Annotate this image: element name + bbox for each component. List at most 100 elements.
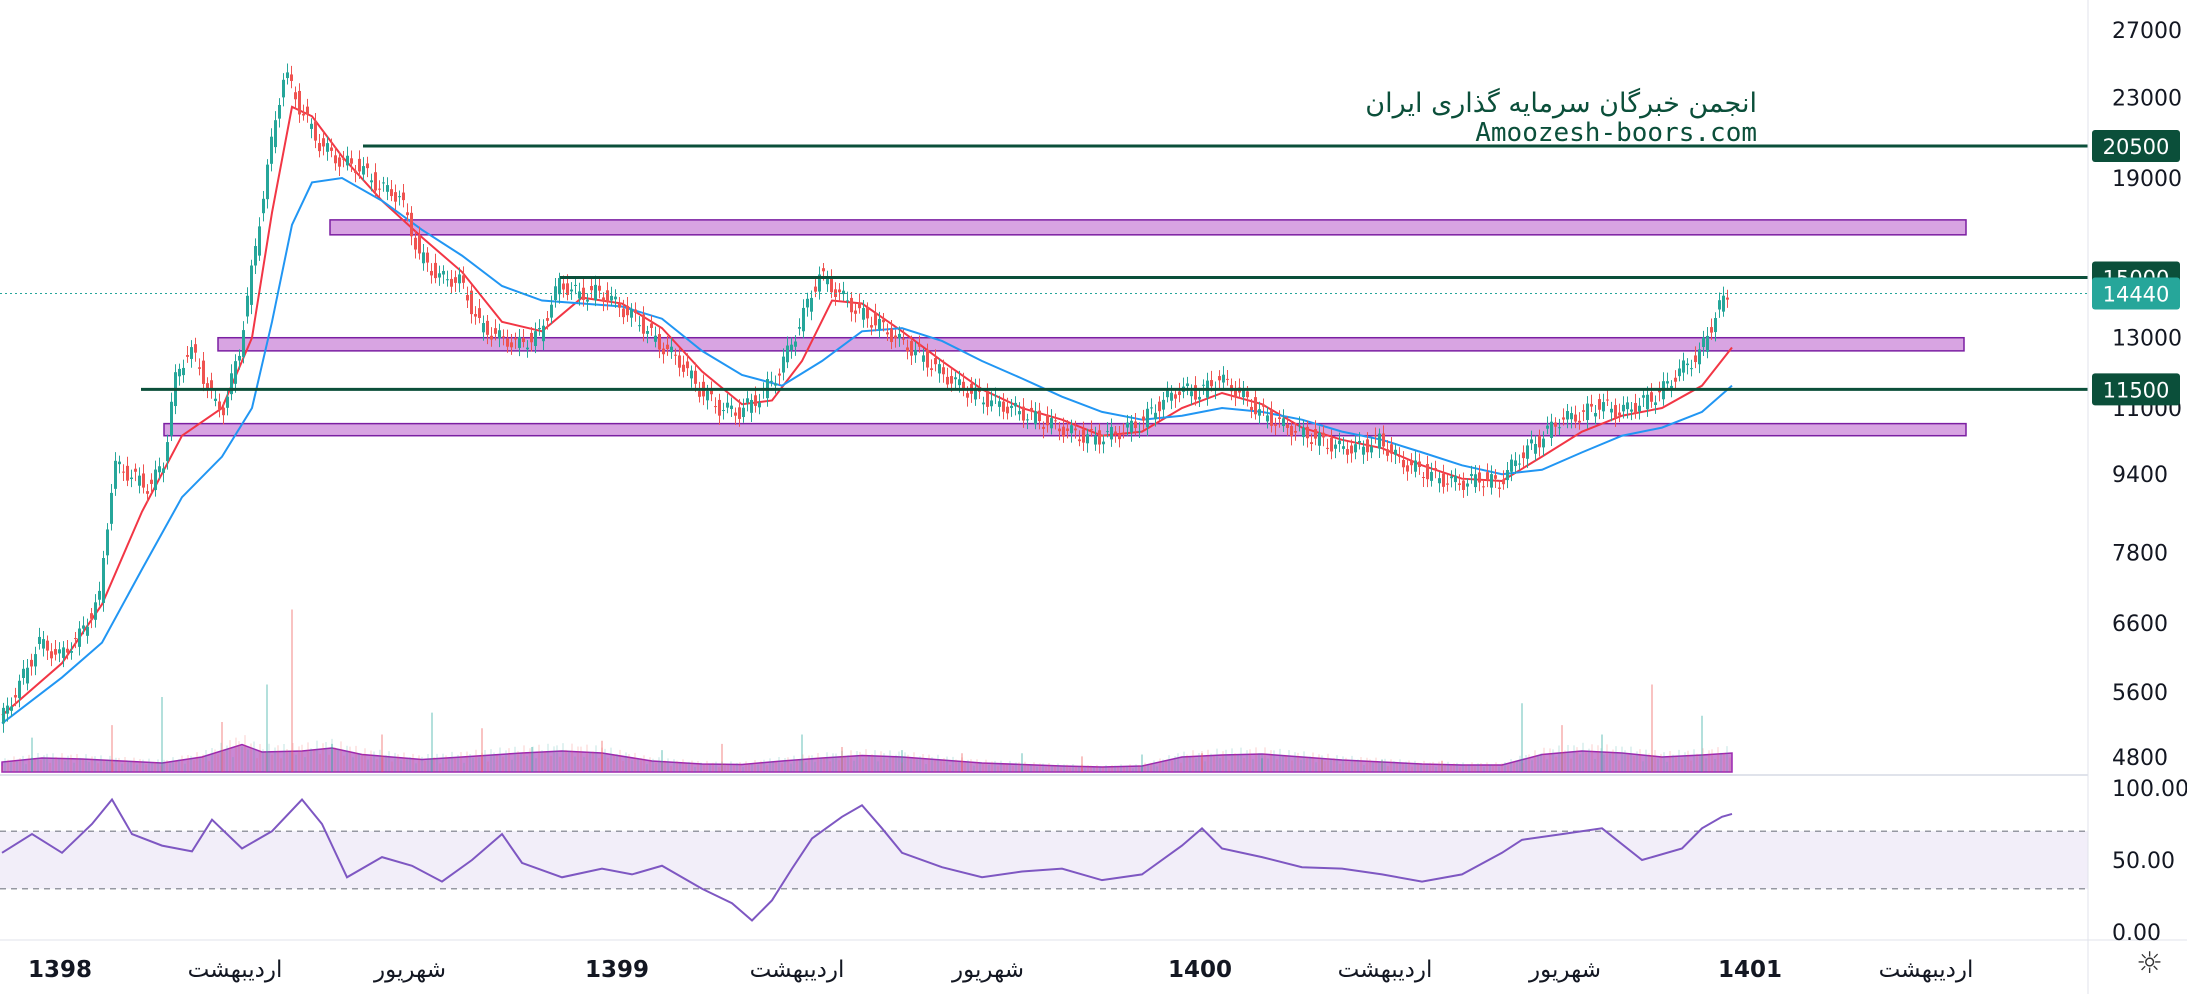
candle-body: [1262, 404, 1265, 407]
candle: [150, 473, 153, 494]
candle-body: [938, 364, 941, 374]
candle-body: [1302, 427, 1305, 438]
candle-body: [1642, 395, 1645, 398]
candle-body: [810, 297, 813, 312]
candle-body: [822, 268, 825, 272]
candle-body: [534, 331, 537, 347]
price-tick-label: 6600: [2112, 612, 2168, 637]
rsi-line: [1, 797, 1733, 922]
candle: [1114, 425, 1117, 443]
candle: [722, 402, 725, 420]
candle: [718, 393, 721, 425]
candle-body: [422, 252, 425, 264]
candle-body: [1582, 410, 1585, 412]
candle: [226, 388, 229, 416]
candle: [1234, 381, 1237, 407]
candle-body: [1546, 425, 1549, 429]
candle: [302, 104, 305, 121]
candle: [534, 322, 537, 354]
candle-body: [1574, 414, 1577, 422]
candle-body: [786, 345, 789, 363]
candle: [1258, 401, 1261, 425]
candle: [1106, 422, 1109, 438]
candle-body: [922, 355, 925, 362]
watermark-site: Amoozesh-boors.com: [1475, 118, 1757, 148]
candle: [246, 287, 249, 324]
candle: [1550, 413, 1553, 447]
candle: [1690, 359, 1693, 377]
candle-body: [942, 367, 945, 375]
candle: [1546, 416, 1549, 435]
candle: [698, 381, 701, 403]
time-tick-label: 1399: [585, 957, 649, 983]
candle-body: [1166, 390, 1169, 398]
candle: [694, 362, 697, 392]
volume-ma-area: [1, 743, 1733, 773]
candle-body: [182, 367, 185, 376]
candle-body: [1434, 468, 1437, 470]
candle: [1502, 470, 1505, 490]
candle: [402, 184, 405, 208]
candle: [258, 217, 261, 261]
candle: [1094, 426, 1097, 451]
candle-body: [1094, 435, 1097, 445]
price-tick-label: 27000: [2112, 19, 2182, 44]
candle: [850, 291, 853, 322]
candle: [102, 550, 105, 612]
candle: [1310, 433, 1313, 452]
candle-body: [746, 398, 749, 403]
candle-body: [462, 275, 465, 283]
candle-body: [950, 376, 953, 384]
candle-body: [726, 402, 729, 408]
candle-body: [390, 189, 393, 197]
candle-body: [1294, 430, 1297, 433]
candle-body: [282, 79, 285, 98]
candle-body: [1510, 459, 1513, 472]
candle: [458, 267, 461, 293]
candle: [1438, 471, 1441, 493]
candle: [794, 335, 797, 356]
candle: [674, 348, 677, 365]
candle-body: [1622, 404, 1625, 412]
candle: [1010, 399, 1013, 417]
candle: [818, 266, 821, 300]
candle: [946, 367, 949, 390]
candle: [378, 180, 381, 197]
candle-body: [838, 289, 841, 293]
candle-body: [1346, 449, 1349, 455]
time-tick-label: شهریور: [1528, 957, 1601, 983]
candle-body: [522, 338, 525, 343]
price-tick-label: 7800: [2112, 542, 2168, 567]
candle-body: [930, 368, 933, 370]
candle-body: [1614, 405, 1617, 418]
candle-body: [426, 252, 429, 263]
candle-body: [1074, 428, 1077, 431]
candle-body: [1422, 477, 1425, 479]
candle-body: [914, 349, 917, 356]
time-axis[interactable]: 1398 اردیبهشت شهریور 1399 اردیبهشت شهریور 1400…: [28, 957, 1973, 983]
candle: [610, 286, 613, 307]
time-tick-label: 1401: [1718, 957, 1782, 983]
candle: [1286, 416, 1289, 436]
candle: [1510, 454, 1513, 482]
candle-body: [202, 360, 205, 384]
candle-body: [650, 323, 653, 328]
candle: [486, 315, 489, 345]
candle-body: [850, 297, 853, 313]
candle: [10, 697, 13, 717]
candle: [422, 243, 425, 271]
candle: [14, 687, 17, 707]
candle-body: [406, 212, 409, 216]
candle-body: [814, 286, 817, 292]
gear-icon[interactable]: ☼: [2136, 946, 2163, 981]
candle: [1490, 465, 1493, 495]
candle: [190, 340, 193, 368]
level-tag: [2092, 130, 2180, 163]
candle-body: [1558, 427, 1561, 429]
candle: [1526, 439, 1529, 468]
time-tick-label: 1400: [1168, 957, 1232, 983]
candle-body: [614, 296, 617, 300]
candle-body: [1722, 295, 1725, 312]
